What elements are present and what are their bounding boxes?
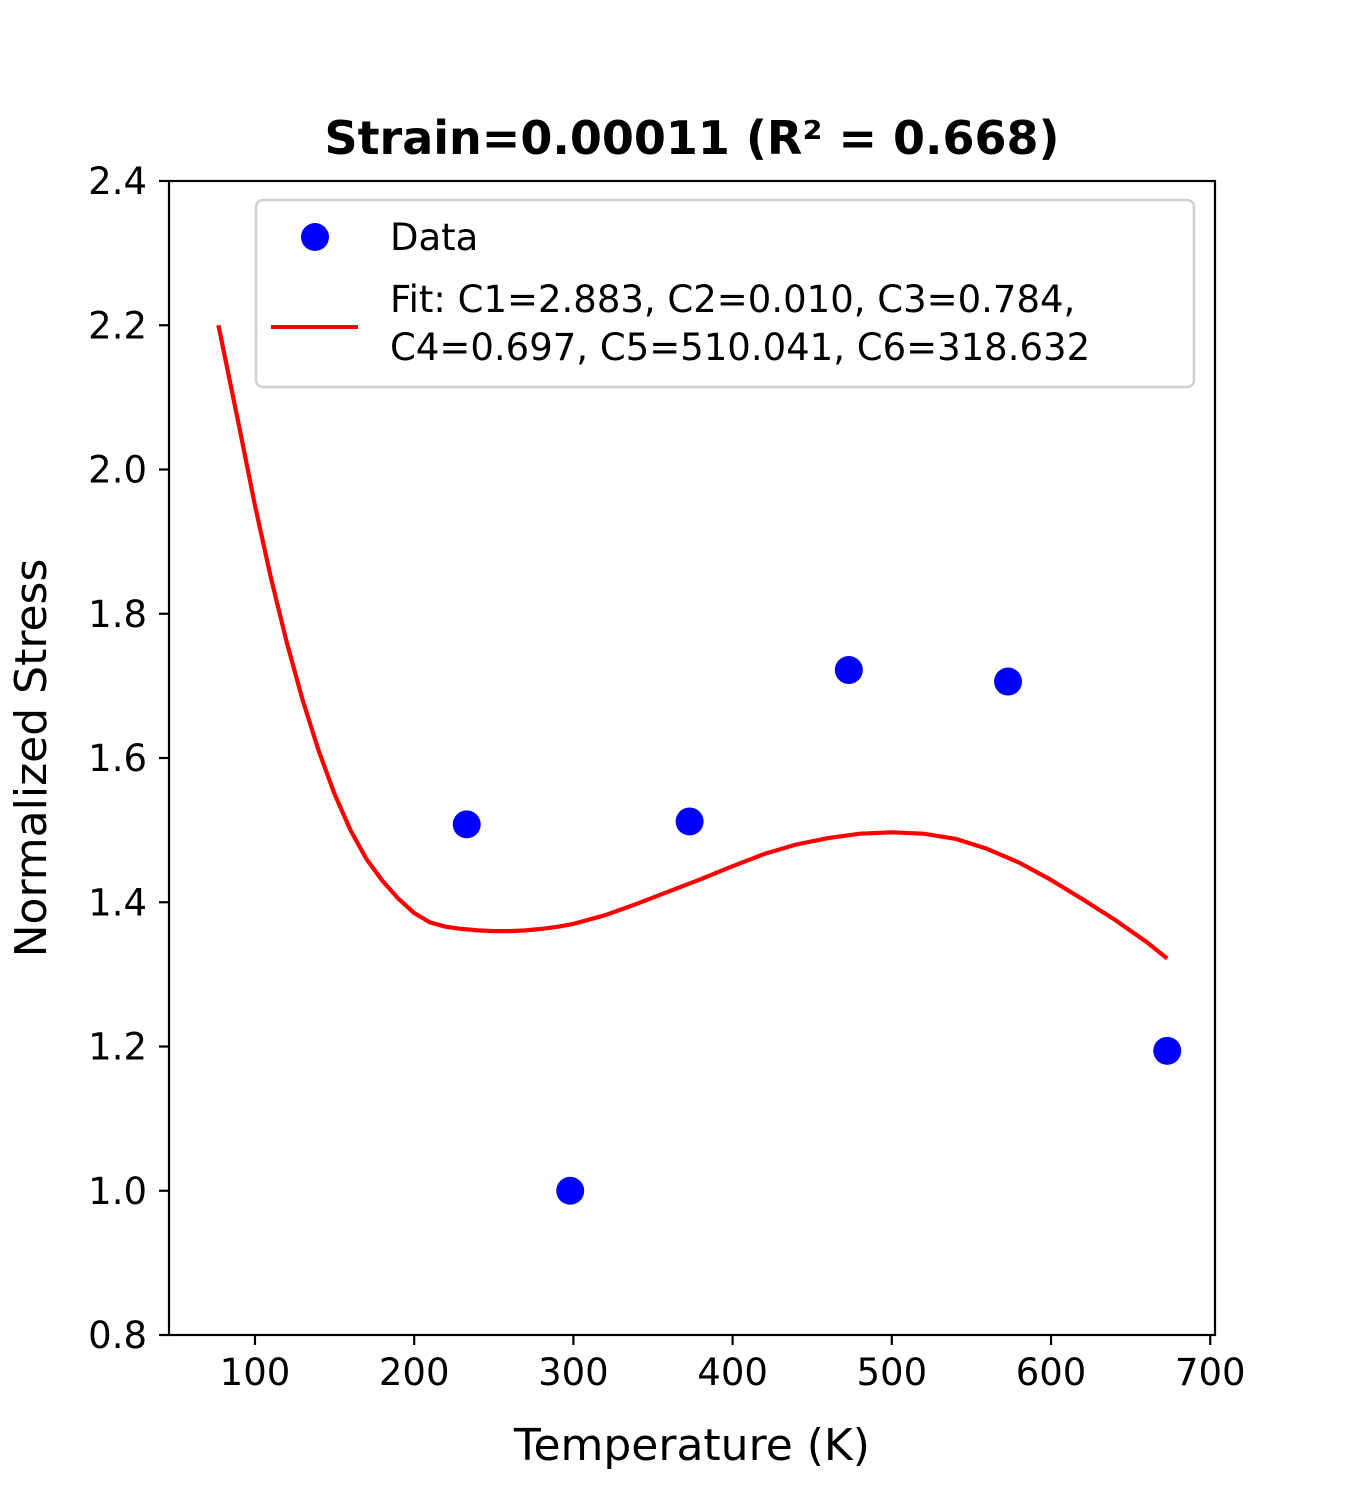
legend-label-fit-line-1: Fit: C1=2.883, C2=0.010, C3=0.784,: [390, 278, 1075, 321]
x-tick-label-300: 300: [538, 1351, 609, 1394]
x-tick-label-400: 400: [697, 1351, 768, 1394]
y-axis-label: Normalized Stress: [6, 559, 57, 958]
y-tick-label-0.8: 0.8: [88, 1314, 147, 1357]
legend: Data Fit: C1=2.883, C2=0.010, C3=0.784, …: [254, 198, 1196, 389]
data-point-373: [675, 807, 704, 836]
data-point-673: [1153, 1036, 1182, 1065]
x-tick-label-600: 600: [1016, 1351, 1087, 1394]
x-tick-label-200: 200: [379, 1351, 450, 1394]
plot-area: [216, 324, 1182, 1205]
x-tick-label-100: 100: [220, 1351, 291, 1394]
x-tick-label-700: 700: [1175, 1351, 1246, 1394]
y-tick-label-1.8: 1.8: [88, 593, 147, 636]
y-tick-label-1.4: 1.4: [88, 881, 147, 924]
legend-label-fit: Fit: C1=2.883, C2=0.010, C3=0.784, C4=0.…: [390, 278, 1090, 369]
data-point-473: [834, 656, 863, 685]
data-point-298: [556, 1176, 585, 1205]
data-point-233: [452, 810, 481, 839]
legend-marker-data: [301, 223, 329, 251]
x-tick-label-500: 500: [856, 1351, 927, 1394]
y-axis: 0.8 1.0 1.2 1.4 1.6 1.8 2.0 2.2 2.4: [88, 160, 169, 1357]
legend-label-data: Data: [390, 216, 478, 259]
legend-box: [254, 198, 1196, 389]
y-tick-label-1.2: 1.2: [88, 1026, 147, 1069]
y-tick-label-1.0: 1.0: [88, 1170, 147, 1213]
x-axis-label: Temperature (K): [513, 1420, 870, 1471]
fit-curve: [216, 324, 1169, 961]
y-tick-label-2.4: 2.4: [88, 160, 147, 203]
y-tick-label-2.0: 2.0: [88, 449, 147, 492]
legend-label-fit-line-2: C4=0.697, C5=510.041, C6=318.632: [390, 326, 1090, 369]
chart-title: Strain=0.00011 (R² = 0.668): [324, 111, 1059, 165]
y-tick-label-2.2: 2.2: [88, 304, 147, 347]
x-axis: 100 200 300 400 500 600 700: [220, 1335, 1246, 1394]
data-point-573: [994, 667, 1023, 696]
y-tick-label-1.6: 1.6: [88, 737, 147, 780]
